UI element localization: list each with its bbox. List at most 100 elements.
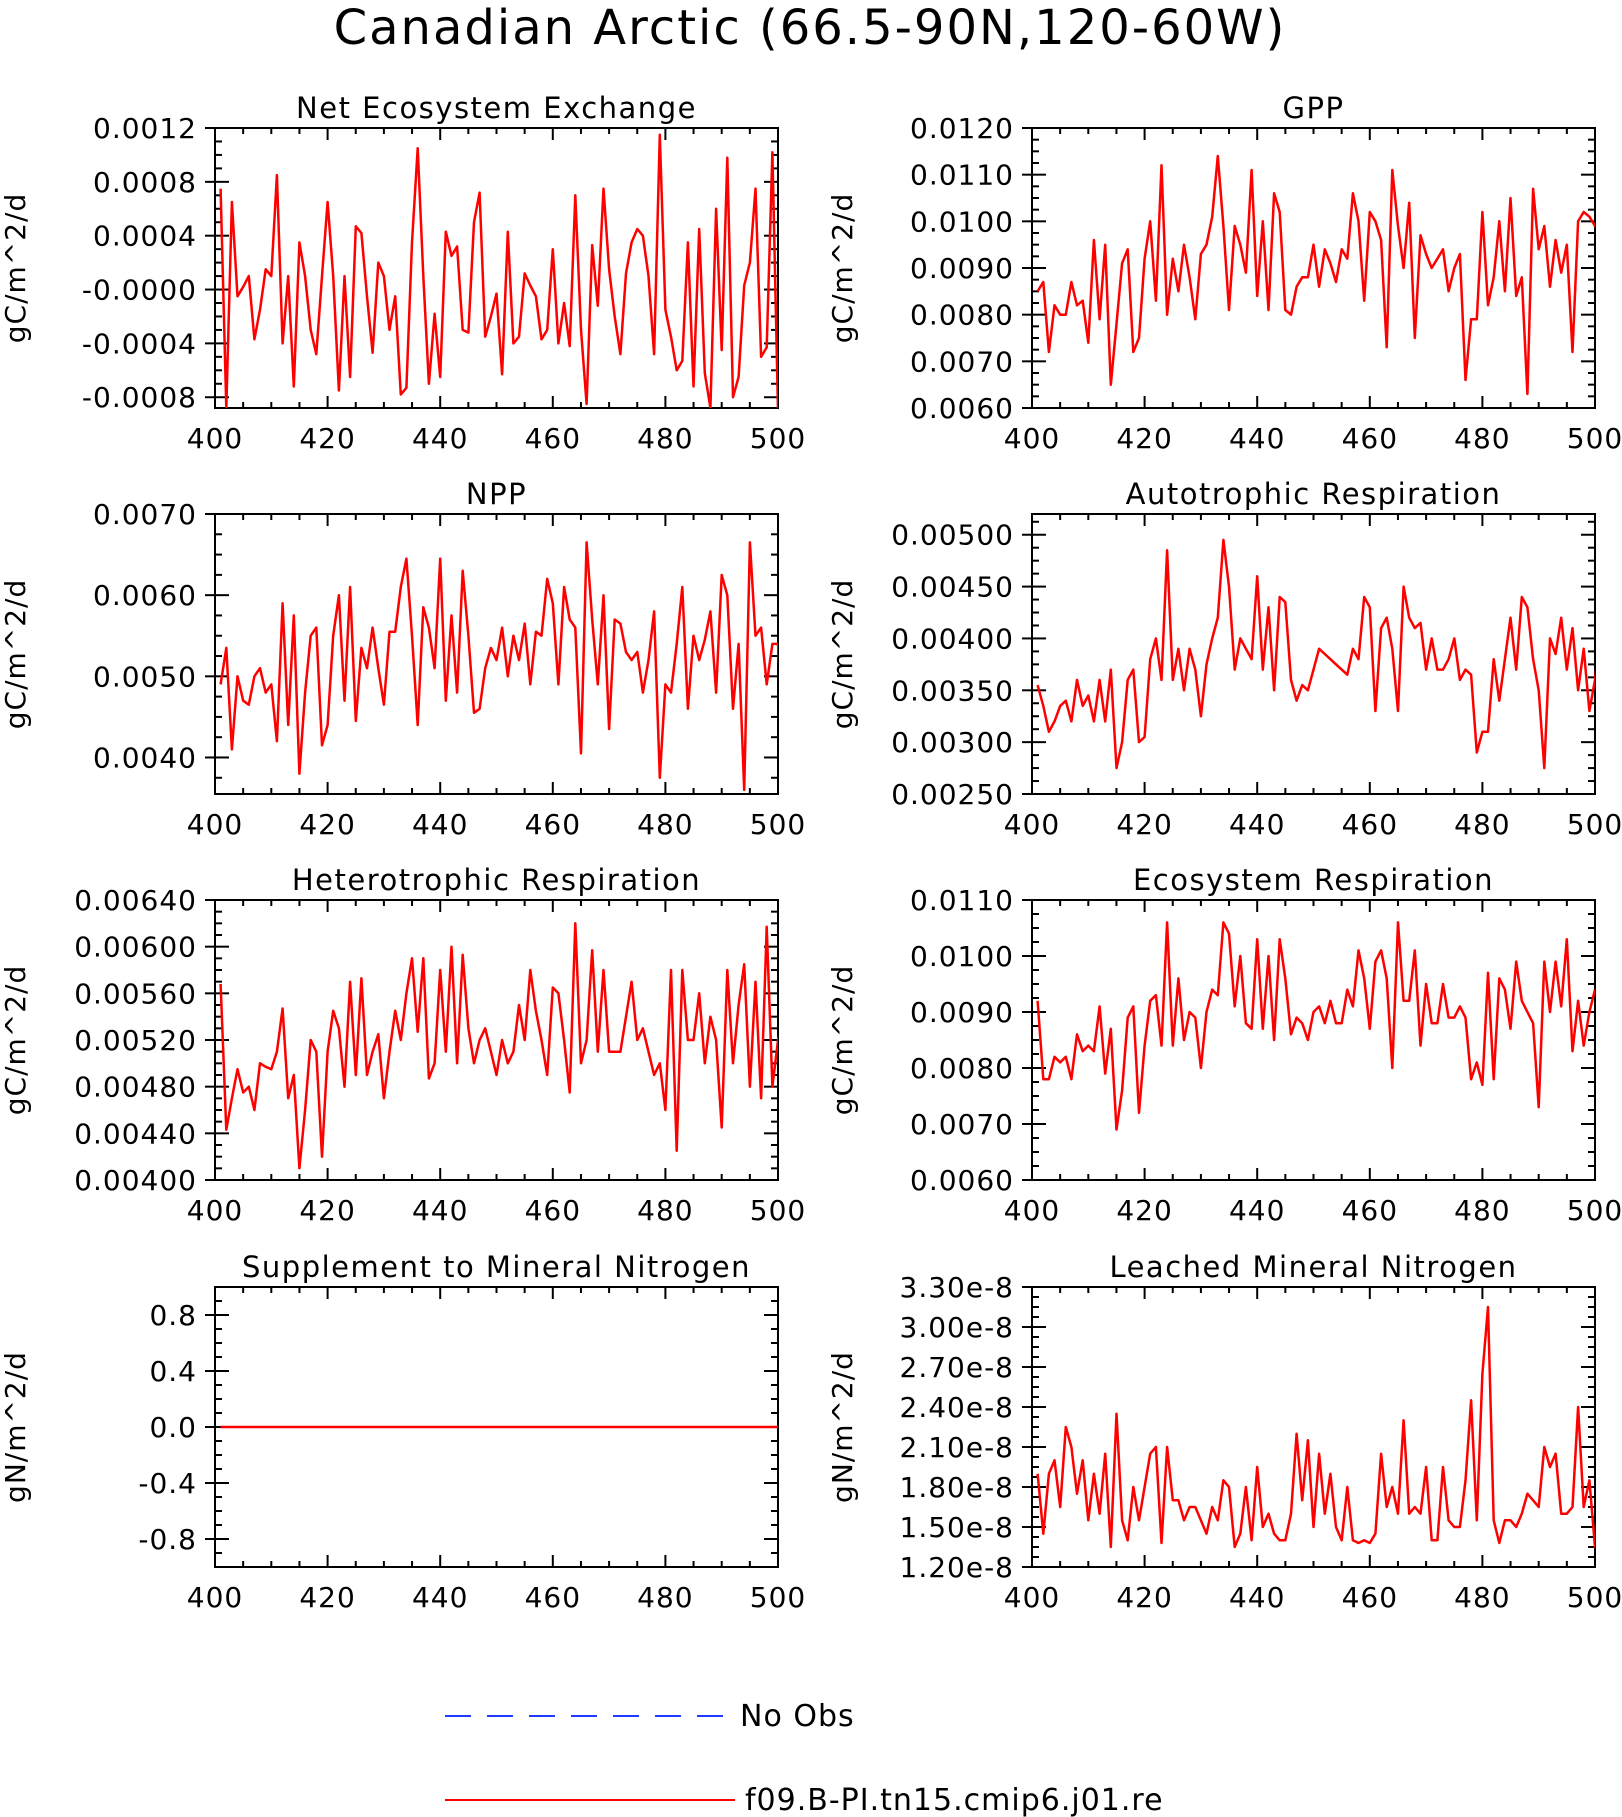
x-tick-label: 400 [1004,808,1060,841]
panel-title: Supplement to Mineral Nitrogen [242,1250,751,1284]
y-tick-label: 0.0008 [93,166,197,199]
y-tick-label: 2.70e-8 [900,1351,1015,1384]
series-line [219,541,778,792]
x-tick-label: 480 [637,1581,693,1614]
x-tick-label: 500 [1567,1581,1622,1614]
x-tick-label: 420 [1116,1194,1172,1227]
panel-title: GPP [1283,91,1345,125]
x-tick-label: 440 [1229,422,1285,455]
x-tick-label: 480 [1454,1581,1510,1614]
y-tick-label: 0.00400 [74,1164,197,1197]
y-axis-label: gC/m^2/d [826,193,859,344]
y-tick-label: 0.0060 [910,1164,1014,1197]
y-tick-label: 0.0070 [910,1108,1014,1141]
y-tick-label: -0.0008 [82,381,197,414]
x-tick-label: 480 [637,808,693,841]
series-line [219,922,778,1170]
y-tick-label: 0.0050 [93,660,197,693]
y-tick-label: 1.20e-8 [900,1551,1015,1584]
x-tick-label: 460 [1342,422,1398,455]
y-tick-label: 0.00400 [891,622,1014,655]
x-tick-label: 440 [1229,1194,1285,1227]
series-line [1036,1305,1595,1549]
x-tick-label: 400 [187,1194,243,1227]
y-tick-label: 1.50e-8 [900,1511,1015,1544]
x-tick-label: 400 [187,422,243,455]
legend-model-label: f09.B-PI.tn15.cmip6.j01.re [745,1783,1164,1817]
legend-no-obs-label: No Obs [740,1699,855,1734]
y-tick-label: 0.0080 [910,299,1014,332]
y-tick-label: 0.8 [149,1299,197,1332]
y-tick-label: 0.0070 [93,498,197,531]
y-tick-label: -0.0000 [82,274,197,307]
x-tick-label: 500 [750,1581,806,1614]
x-tick-label: 460 [1342,1194,1398,1227]
x-tick-label: 440 [1229,1581,1285,1614]
x-tick-label: 440 [1229,808,1285,841]
panel-title: Ecosystem Respiration [1133,863,1494,897]
x-tick-label: 500 [1567,422,1622,455]
y-tick-label: 2.40e-8 [900,1391,1015,1424]
y-tick-label: 0.00520 [74,1024,197,1057]
panel-3: NPP gC/m^2/d 400 420 440 460 480 500 0.0070 0.006… [0,477,805,841]
x-tick-label: 480 [1454,422,1510,455]
panels: Net Ecosystem Exchange gC/m^2/d 400 420 440 4… [0,91,1622,1614]
panel-2: GPP gC/m^2/d 400 420 440 460 480 500 0.0120 0.011… [826,91,1622,455]
y-tick-label: 0.0110 [910,159,1014,192]
y-tick-label: 0.0040 [93,741,197,774]
x-tick-label: 500 [1567,808,1622,841]
panel-title: Heterotrophic Respiration [292,863,701,897]
y-tick-label: 3.00e-8 [900,1311,1015,1344]
x-tick-label: 420 [299,1194,355,1227]
x-tick-label: 440 [412,1581,468,1614]
y-tick-label: 0.00500 [891,519,1014,552]
x-tick-label: 440 [412,422,468,455]
y-tick-label: 0.0100 [910,205,1014,238]
x-tick-label: 420 [1116,1581,1172,1614]
y-tick-label: 0.0090 [910,252,1014,285]
x-tick-label: 400 [187,1581,243,1614]
y-tick-label: 0.00600 [74,931,197,964]
y-axis-label: gN/m^2/d [0,1351,32,1503]
panel-1: Net Ecosystem Exchange gC/m^2/d 400 420 440 4… [0,91,806,455]
y-tick-label: 0.00300 [891,726,1014,759]
x-tick-label: 420 [299,808,355,841]
y-tick-label: 0.0080 [910,1052,1014,1085]
y-tick-label: 0.0004 [93,220,197,253]
y-tick-label: 0.00250 [891,778,1014,811]
x-tick-label: 480 [637,422,693,455]
x-tick-label: 420 [1116,808,1172,841]
series-line [1036,154,1595,396]
y-tick-label: 0.00450 [891,571,1014,604]
y-tick-label: 0.00440 [74,1117,197,1150]
y-tick-label: 0.0070 [910,345,1014,378]
y-tick-label: 2.10e-8 [900,1431,1015,1464]
x-tick-label: 400 [1004,1581,1060,1614]
y-tick-label: 0.0120 [910,112,1014,145]
x-tick-label: 440 [412,808,468,841]
y-axis-label: gN/m^2/d [826,1351,859,1503]
x-tick-label: 420 [299,422,355,455]
x-tick-label: 500 [750,422,806,455]
y-tick-label: 0.00350 [891,674,1014,707]
y-tick-label: -0.4 [138,1467,197,1500]
x-tick-label: 460 [1342,808,1398,841]
x-tick-label: 500 [750,1194,806,1227]
series-line [219,133,778,408]
y-tick-label: 0.00560 [74,977,197,1010]
series-line [1036,538,1595,770]
y-tick-label: -0.8 [138,1523,197,1556]
x-tick-label: 440 [412,1194,468,1227]
panel-title: Leached Mineral Nitrogen [1109,1250,1517,1284]
x-tick-label: 460 [525,422,581,455]
y-axis-label: gC/m^2/d [826,579,859,730]
y-axis-label: gC/m^2/d [0,579,32,730]
y-tick-label: 0.0060 [93,579,197,612]
y-axis-label: gC/m^2/d [0,965,32,1116]
y-tick-label: 1.80e-8 [900,1471,1015,1504]
plot-frame [1031,127,1596,409]
y-axis-label: gC/m^2/d [0,193,32,344]
x-tick-label: 420 [1116,422,1172,455]
x-tick-label: 460 [1342,1581,1398,1614]
x-tick-label: 480 [1454,808,1510,841]
